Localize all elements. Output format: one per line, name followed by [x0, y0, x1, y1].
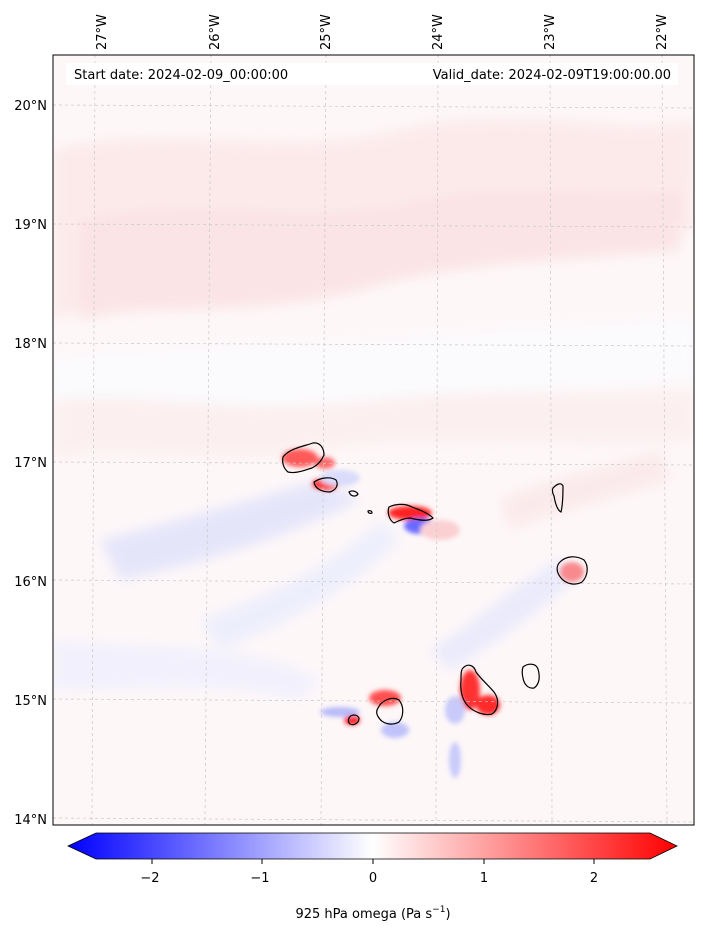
lat-tick-label: 14°N — [14, 813, 47, 828]
lat-tick-label: 19°N — [14, 218, 47, 233]
island-sao-vicente — [313, 477, 338, 493]
island-santiago — [460, 664, 499, 716]
plot-frame — [52, 54, 695, 826]
colorbar-tick-label: 1 — [480, 871, 488, 886]
island-raso — [367, 510, 373, 514]
coastlines — [282, 442, 588, 726]
colorbar-axis-label: 925 hPa omega (Pa s−1) — [295, 905, 450, 922]
lon-tick-label: 24°W — [431, 14, 446, 50]
header-box — [66, 63, 678, 85]
lon-tick-label: 26°W — [208, 14, 223, 50]
island-boa-vista — [556, 556, 588, 585]
lat-ticks: 20°N 19°N 18°N 17°N 16°N 15°N 14°N — [14, 99, 47, 828]
colorbar-tick-label: 0 — [369, 871, 377, 886]
lon-tick-label: 25°W — [319, 14, 334, 50]
island-fogo — [376, 697, 404, 725]
colorbar-tick-label: −2 — [140, 871, 159, 886]
lon-tick-label: 22°W — [655, 14, 670, 50]
lat-tick-label: 15°N — [14, 694, 47, 709]
island-sal — [551, 483, 564, 513]
colorbar: −2 −1 0 1 2 925 hPa omega (Pa s−1) — [67, 832, 678, 922]
gridlines — [53, 55, 694, 825]
colorbar-label-main: 925 hPa omega (Pa s — [295, 907, 432, 922]
island-brava — [347, 714, 360, 726]
lat-tick-label: 20°N — [14, 99, 47, 114]
colorbar-tick-label: −1 — [250, 871, 269, 886]
island-maio — [521, 663, 540, 689]
colorbar-label-end: ) — [445, 907, 450, 922]
lon-tick-label: 23°W — [543, 14, 558, 50]
omega-field — [53, 55, 694, 825]
lat-tick-label: 18°N — [14, 337, 47, 352]
island-sao-nicolau — [387, 503, 434, 524]
lon-tick-label: 27°W — [95, 14, 110, 50]
lat-tick-label: 17°N — [14, 456, 47, 471]
colorbar-bar — [67, 832, 678, 860]
lon-ticks: 27°W 26°W 25°W 24°W 23°W 22°W — [95, 14, 670, 50]
island-santo-antao — [282, 442, 325, 474]
colorbar-ticks — [151, 859, 595, 864]
colorbar-tick-label: 2 — [590, 871, 598, 886]
lat-tick-label: 16°N — [14, 575, 47, 590]
valid-date-label: Valid_date: 2024-02-09T19:00:00.00 — [433, 68, 671, 83]
island-santa-luzia — [348, 490, 359, 497]
start-date-label: Start date: 2024-02-09_00:00:00 — [74, 68, 288, 83]
colorbar-label-sup: −1 — [432, 905, 445, 915]
